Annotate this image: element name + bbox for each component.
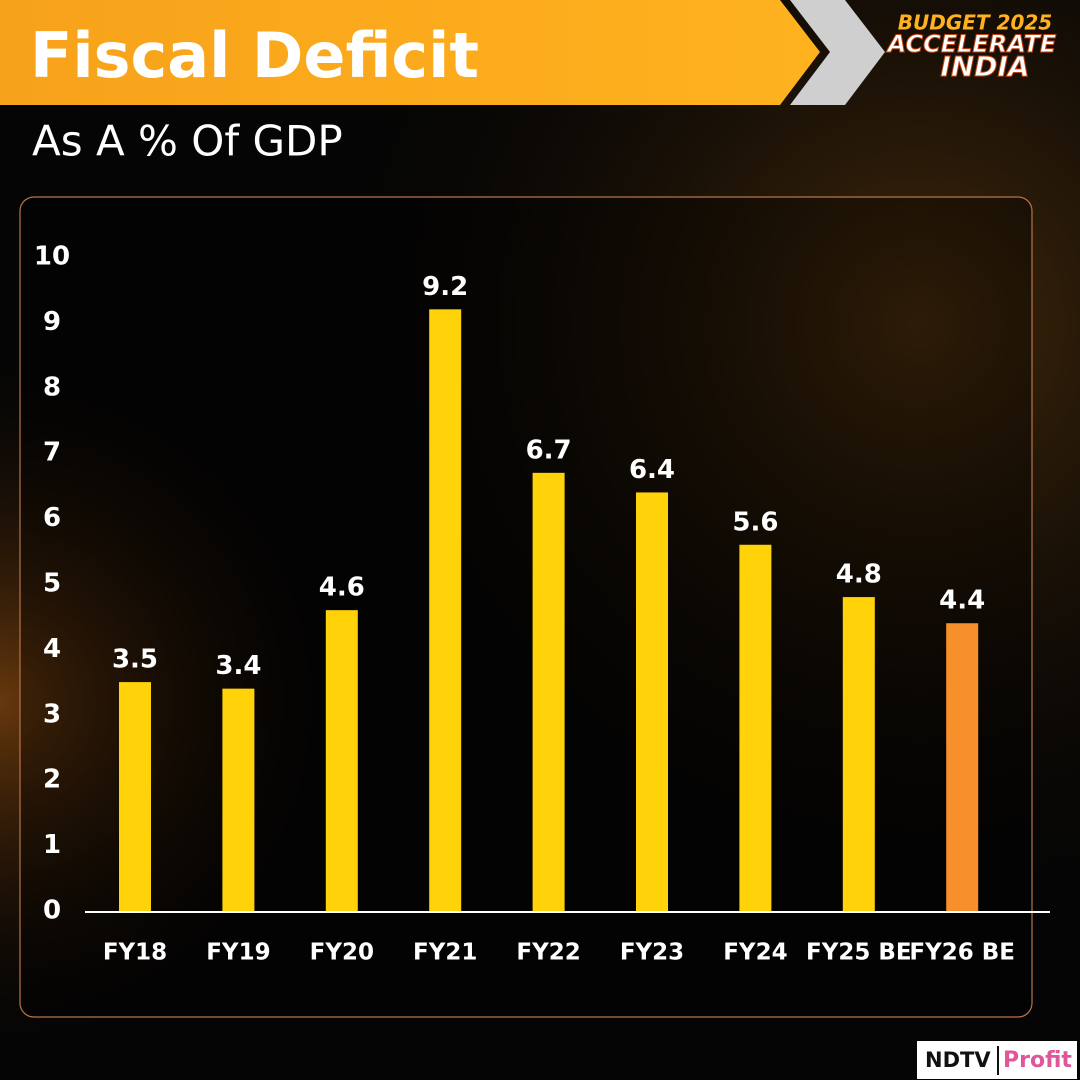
bar bbox=[119, 682, 151, 911]
event-logo-line: BUDGET 2025 bbox=[898, 11, 1052, 35]
bar bbox=[842, 597, 875, 911]
data-label: 4.6 bbox=[319, 573, 365, 603]
x-tick-label: FY26 BE bbox=[909, 940, 1015, 966]
logo-text: NDTV bbox=[925, 1048, 991, 1072]
event-logo-line: ACCELERATE bbox=[886, 30, 1057, 58]
event-logo: BUDGET 2025 ACCELERATE INDIA bbox=[885, 11, 1057, 84]
data-label: 3.5 bbox=[112, 645, 158, 675]
data-label: 3.4 bbox=[215, 651, 261, 681]
x-tick-label: FY25 BE bbox=[806, 940, 912, 966]
title-banner bbox=[0, 0, 820, 105]
x-tick-label: FY21 bbox=[413, 940, 477, 966]
bar bbox=[532, 472, 565, 911]
y-tick-label: 4 bbox=[43, 634, 61, 664]
logo-text: Profit bbox=[1003, 1048, 1072, 1073]
x-tick-label: FY20 bbox=[310, 940, 374, 966]
bar bbox=[739, 544, 772, 911]
data-label: 4.4 bbox=[939, 586, 985, 616]
y-tick-label: 6 bbox=[43, 503, 61, 533]
y-tick-label: 1 bbox=[43, 830, 61, 860]
chart-subtitle: As A % Of GDP bbox=[32, 117, 343, 166]
x-tick-label: FY23 bbox=[620, 940, 684, 966]
y-tick-label: 0 bbox=[43, 896, 61, 926]
event-logo-line: INDIA bbox=[940, 50, 1029, 83]
data-label: 5.6 bbox=[732, 507, 778, 537]
bar bbox=[222, 688, 255, 911]
data-label: 6.7 bbox=[526, 435, 572, 465]
data-label: 6.4 bbox=[629, 455, 675, 485]
y-tick-label: 7 bbox=[43, 438, 61, 468]
y-tick-label: 3 bbox=[43, 699, 61, 729]
y-tick-label: 10 bbox=[34, 242, 70, 272]
chart-frame bbox=[19, 196, 1033, 1018]
chart-title: Fiscal Deficit bbox=[30, 19, 479, 92]
y-tick-label: 5 bbox=[43, 569, 61, 599]
y-tick-label: 2 bbox=[43, 765, 61, 795]
data-label: 4.8 bbox=[836, 560, 882, 590]
x-tick-label: FY24 bbox=[723, 940, 787, 966]
y-tick-label: 9 bbox=[43, 307, 61, 337]
x-tick-label: FY19 bbox=[206, 940, 270, 966]
bar bbox=[429, 309, 462, 911]
x-tick-label: FY18 bbox=[103, 940, 167, 966]
banner-chevron bbox=[790, 0, 885, 105]
bar bbox=[946, 623, 979, 911]
bar bbox=[325, 610, 358, 911]
x-tick-label: FY22 bbox=[516, 940, 580, 966]
y-tick-label: 8 bbox=[43, 372, 61, 402]
bar bbox=[636, 492, 668, 911]
data-label: 9.2 bbox=[422, 272, 468, 302]
